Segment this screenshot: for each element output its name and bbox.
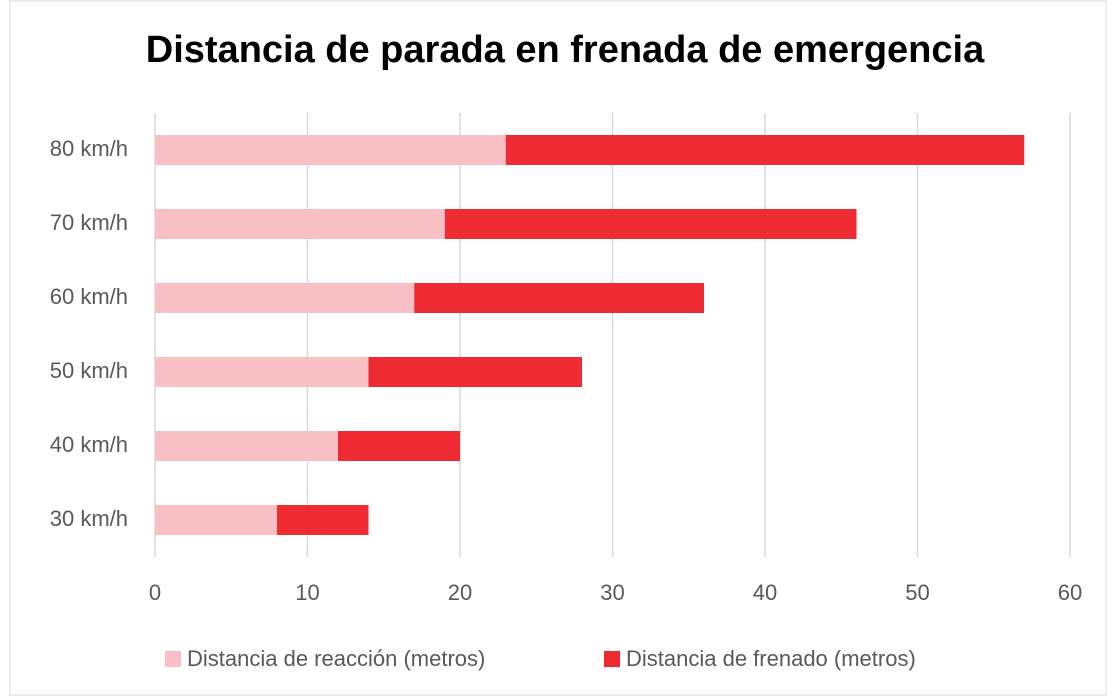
x-tick-label: 10 [295,580,319,605]
bar-segment [414,283,704,313]
bar-segment [368,357,582,387]
x-tick-label: 50 [905,580,929,605]
bar-segment [155,209,445,239]
x-tick-label: 0 [149,580,161,605]
legend-label: Distancia de reacción (metros) [187,646,485,671]
bar-segment [155,505,277,535]
bar-segment [155,283,415,313]
x-tick-label: 40 [753,580,777,605]
bar-segment [155,135,506,165]
bar-segment [155,357,369,387]
y-tick-label: 80 km/h [50,136,128,161]
bar-segment [155,431,338,461]
y-tick-label: 70 km/h [50,210,128,235]
bar-segment [505,135,1025,165]
legend-swatch [604,651,620,667]
y-tick-label: 50 km/h [50,358,128,383]
legend-swatch [165,651,181,667]
y-tick-label: 40 km/h [50,432,128,457]
x-tick-label: 20 [448,580,472,605]
x-tick-label: 60 [1058,580,1082,605]
y-tick-label: 30 km/h [50,506,128,531]
bar-segment [444,209,857,239]
bar-segment [338,431,460,461]
chart-border [9,0,1107,696]
x-tick-label: 30 [600,580,624,605]
legend-label: Distancia de frenado (metros) [626,646,916,671]
y-tick-label: 60 km/h [50,284,128,309]
bar-segment [277,505,369,535]
chart-title: Distancia de parada en frenada de emerge… [146,29,985,71]
